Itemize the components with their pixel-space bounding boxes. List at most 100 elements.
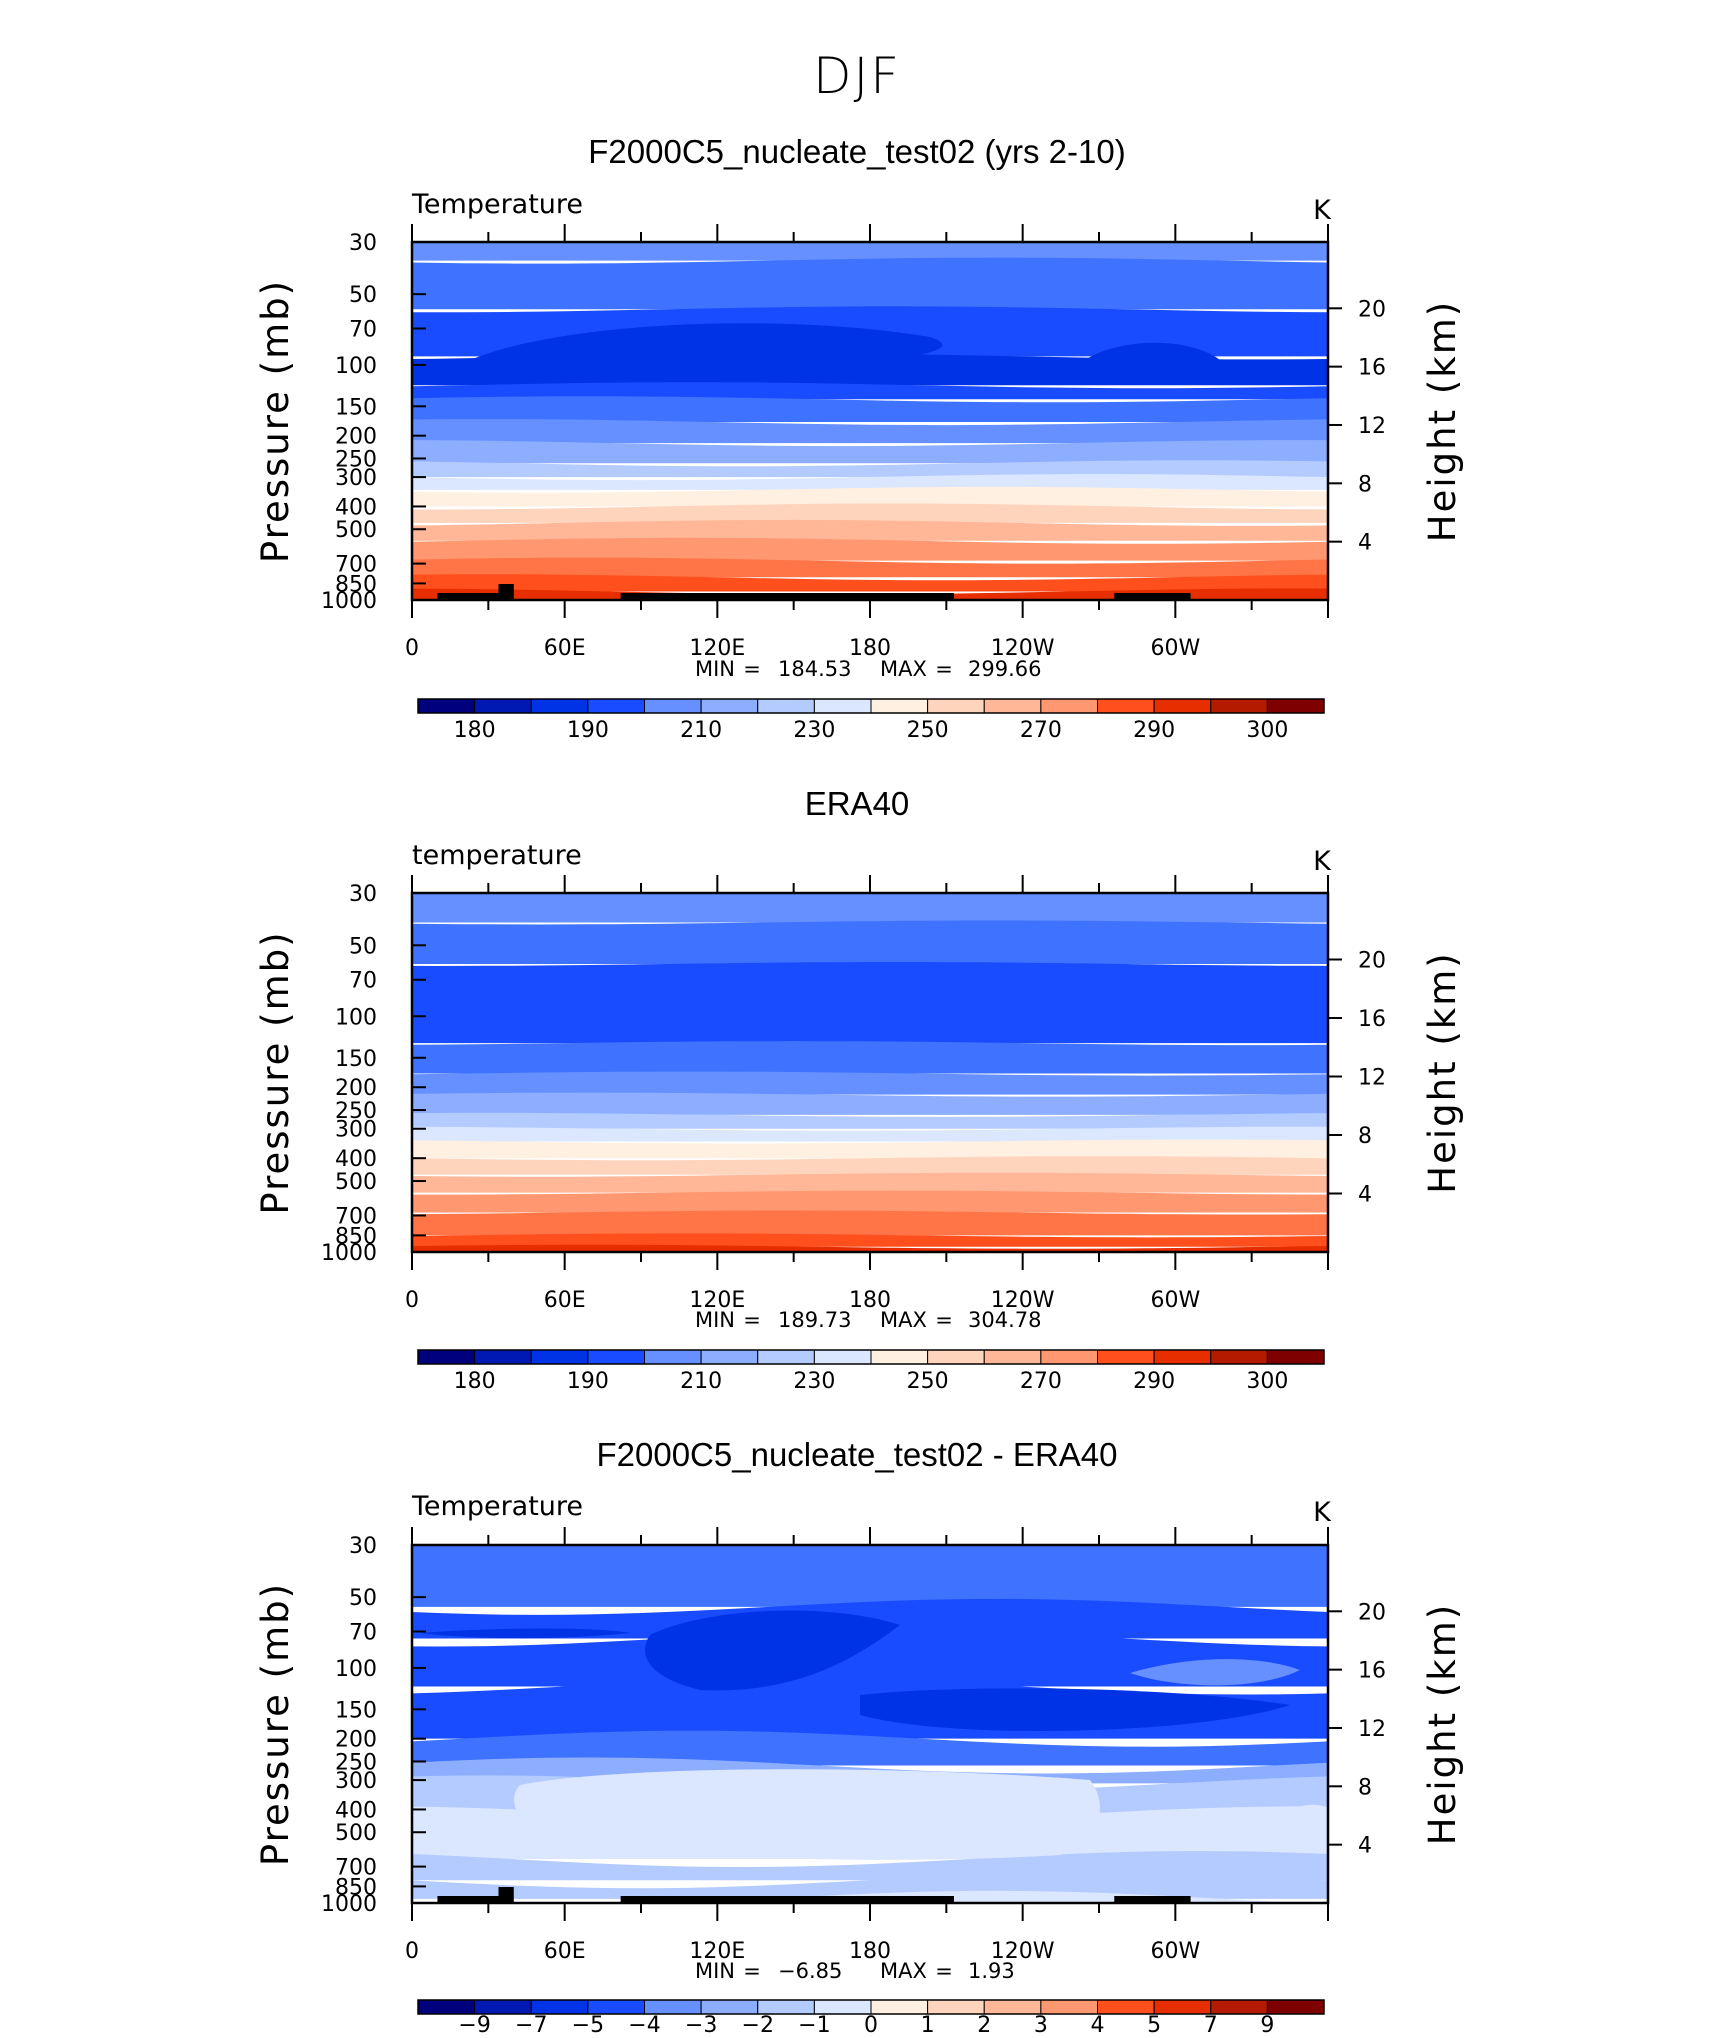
orography-block bbox=[437, 1896, 509, 1903]
y-right-tick-label: 8 bbox=[1358, 1124, 1372, 1149]
min-label: MIN bbox=[695, 1308, 735, 1332]
y-tick-label: 1000 bbox=[321, 589, 377, 614]
x-tick-label: 120E bbox=[689, 1288, 745, 1313]
y-tick-label: 400 bbox=[335, 1798, 377, 1823]
contour-band bbox=[412, 893, 1328, 923]
y-axis-label: Pressure (mb) bbox=[254, 1582, 297, 1866]
min-value: −6.85 bbox=[778, 1959, 842, 1983]
y-tick-label: 400 bbox=[335, 495, 377, 520]
colorbar-box bbox=[1153, 1349, 1212, 1365]
y-right-tick-label: 4 bbox=[1358, 531, 1372, 556]
contour-band bbox=[412, 1139, 1328, 1159]
colorbar-box bbox=[1210, 1349, 1268, 1365]
colorbar-box bbox=[587, 1349, 645, 1365]
figure-title: DJF bbox=[813, 47, 901, 105]
colorbar-box bbox=[417, 1349, 476, 1365]
contour-band bbox=[412, 1071, 1328, 1095]
x-tick-label: 180 bbox=[849, 1288, 891, 1313]
min-equals: = bbox=[743, 1308, 761, 1332]
colorbar-box bbox=[700, 1349, 759, 1365]
contour-band bbox=[412, 396, 1328, 423]
x-tick-label: 0 bbox=[405, 636, 419, 661]
colorbar-box bbox=[644, 698, 702, 714]
y-tick-label: 70 bbox=[349, 969, 377, 994]
colorbar-box bbox=[927, 1349, 985, 1365]
y-right-tick-label: 12 bbox=[1358, 1065, 1386, 1090]
colorbar-box bbox=[870, 1349, 929, 1365]
y-right-tick-label: 12 bbox=[1358, 414, 1386, 439]
y-tick-label: 250 bbox=[335, 1750, 377, 1775]
orography-block bbox=[620, 1896, 954, 1903]
contour-band bbox=[412, 503, 1328, 523]
y-tick-label: 200 bbox=[335, 1076, 377, 1101]
x-tick-label: 120W bbox=[991, 636, 1055, 661]
colorbar-label: 7 bbox=[1204, 2013, 1218, 2038]
colorbar-box bbox=[530, 1999, 589, 2015]
panel-title: F2000C5_nucleate_test02 - ERA40 bbox=[596, 1436, 1117, 1473]
contour-band bbox=[412, 486, 1328, 507]
y-tick-label: 300 bbox=[335, 466, 377, 491]
colorbar-box bbox=[1266, 698, 1325, 714]
colorbar-label: 230 bbox=[793, 1369, 835, 1394]
anomaly-region bbox=[1130, 1659, 1300, 1686]
orography-block bbox=[1114, 1896, 1191, 1903]
panel-3: F2000C5_nucleate_test02 - ERA40 Temperatu… bbox=[254, 1436, 1464, 2038]
plot-area bbox=[412, 242, 1328, 600]
y-tick-label: 300 bbox=[335, 1769, 377, 1794]
orography-block bbox=[498, 1887, 514, 1903]
y-right-tick-label: 20 bbox=[1358, 297, 1386, 322]
subtitle-right: K bbox=[1313, 195, 1332, 226]
colorbar-box bbox=[1153, 698, 1212, 714]
max-label: MAX bbox=[880, 657, 927, 681]
y-tick-label: 150 bbox=[335, 1698, 377, 1723]
orography-block bbox=[620, 593, 954, 600]
contour-band bbox=[412, 574, 1328, 592]
y-right-tick-label: 8 bbox=[1358, 1775, 1372, 1800]
contour-band bbox=[412, 242, 1328, 261]
colorbar-box bbox=[813, 698, 872, 714]
panel-title: ERA40 bbox=[805, 785, 910, 822]
y-tick-label: 250 bbox=[335, 447, 377, 472]
x-tick-label: 0 bbox=[405, 1939, 419, 1964]
colorbar-box bbox=[474, 1999, 532, 2015]
contour-band bbox=[412, 1233, 1328, 1247]
contour-band bbox=[412, 1730, 1328, 1766]
colorbar-label: −5 bbox=[572, 2013, 604, 2038]
y-tick-label: 700 bbox=[335, 1856, 377, 1881]
panel-1: F2000C5_nucleate_test02 (yrs 2-10)Temper… bbox=[254, 133, 1464, 743]
y-tick-label: 850 bbox=[335, 1224, 377, 1249]
max-label: MAX bbox=[880, 1308, 927, 1332]
contour-band bbox=[412, 1172, 1328, 1193]
cold-core bbox=[470, 323, 943, 367]
colorbar-box bbox=[587, 1999, 645, 2015]
contour-band bbox=[412, 962, 1328, 1044]
y-tick-label: 70 bbox=[349, 1621, 377, 1646]
y-tick-label: 100 bbox=[335, 1005, 377, 1030]
orography-block bbox=[498, 584, 514, 600]
colorbar-box bbox=[1040, 1349, 1098, 1365]
colorbar-box bbox=[587, 698, 645, 714]
colorbar-frame bbox=[417, 698, 1325, 714]
colorbar-label: 290 bbox=[1133, 1369, 1175, 1394]
colorbar-label: 190 bbox=[567, 718, 609, 743]
y-tick-label: 300 bbox=[335, 1118, 377, 1143]
anomaly-region bbox=[645, 1610, 900, 1691]
colorbar-label: 4 bbox=[1091, 2013, 1105, 2038]
max-value: 304.78 bbox=[968, 1308, 1041, 1332]
colorbar-box bbox=[530, 698, 589, 714]
y-tick-label: 30 bbox=[349, 1534, 377, 1559]
colorbar-box bbox=[1266, 1349, 1325, 1365]
colorbar-label: 9 bbox=[1260, 2013, 1274, 2038]
contour-band bbox=[412, 1126, 1328, 1142]
colorbar-label: −4 bbox=[628, 2013, 660, 2038]
colorbar-box bbox=[757, 1999, 815, 2015]
y-tick-label: 200 bbox=[335, 425, 377, 450]
colorbar-box bbox=[1210, 698, 1268, 714]
contour-band bbox=[412, 1156, 1328, 1175]
colorbar-box bbox=[644, 1999, 702, 2015]
x-tick-label: 60E bbox=[544, 636, 586, 661]
colorbar-label: 300 bbox=[1246, 1369, 1288, 1394]
y-tick-label: 500 bbox=[335, 518, 377, 543]
x-tick-label: 120W bbox=[991, 1288, 1055, 1313]
colorbar-label: 1 bbox=[921, 2013, 935, 2038]
